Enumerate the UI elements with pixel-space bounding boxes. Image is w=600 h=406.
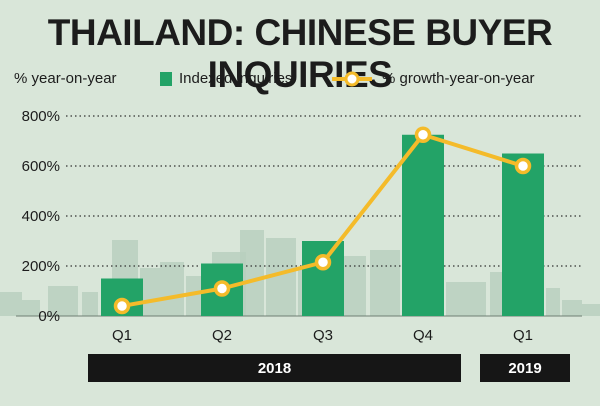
x-tick-label: Q4 — [413, 327, 433, 344]
growth-point — [514, 157, 532, 175]
y-tick-label: 0% — [38, 308, 60, 325]
x-tick-label: Q1 — [513, 327, 533, 344]
legend-bar-swatch — [160, 71, 172, 86]
skyline-building — [82, 292, 98, 316]
growth-point — [414, 126, 432, 143]
y-tick-label: 200% — [22, 258, 60, 275]
bar — [502, 153, 544, 316]
skyline-building — [490, 272, 502, 316]
growth-point — [113, 297, 131, 315]
skyline-building — [340, 256, 366, 316]
x-tick-label: Q1 — [112, 327, 132, 344]
y-tick-label: 400% — [22, 208, 60, 225]
legend-bar-label: Indexed inquiries — [179, 70, 293, 87]
skyline-building — [0, 292, 22, 316]
skyline-building — [370, 250, 400, 316]
bar — [302, 241, 344, 316]
skyline-building — [446, 282, 486, 316]
y-tick-label: 600% — [22, 158, 60, 175]
legend-bar-entry: Indexed inquiries — [160, 70, 292, 87]
legend-line-swatch — [332, 71, 372, 86]
chart-title: THAILAND: CHINESE BUYER INQUIRIES — [47, 12, 553, 95]
legend-line-label: % growth-year-on-year — [382, 70, 535, 87]
bar — [402, 134, 444, 316]
growth-point — [213, 280, 231, 297]
skyline-building — [48, 286, 78, 316]
skyline-building — [562, 300, 582, 316]
skyline-building — [582, 304, 600, 316]
y-unit-label: % year-on-year — [14, 70, 117, 87]
skyline-building — [22, 300, 40, 316]
year-group-label: 2018 — [88, 354, 461, 382]
y-tick-label: 800% — [22, 108, 60, 125]
skyline-building — [240, 230, 264, 316]
skyline-building — [186, 276, 204, 316]
skyline-building — [160, 262, 184, 316]
x-tick-label: Q3 — [313, 327, 333, 344]
year-group-label: 2019 — [480, 354, 570, 382]
skyline-building — [546, 288, 560, 316]
growth-point — [314, 254, 332, 271]
x-tick-label: Q2 — [212, 327, 232, 344]
legend-line-entry: % growth-year-on-year — [330, 70, 535, 87]
